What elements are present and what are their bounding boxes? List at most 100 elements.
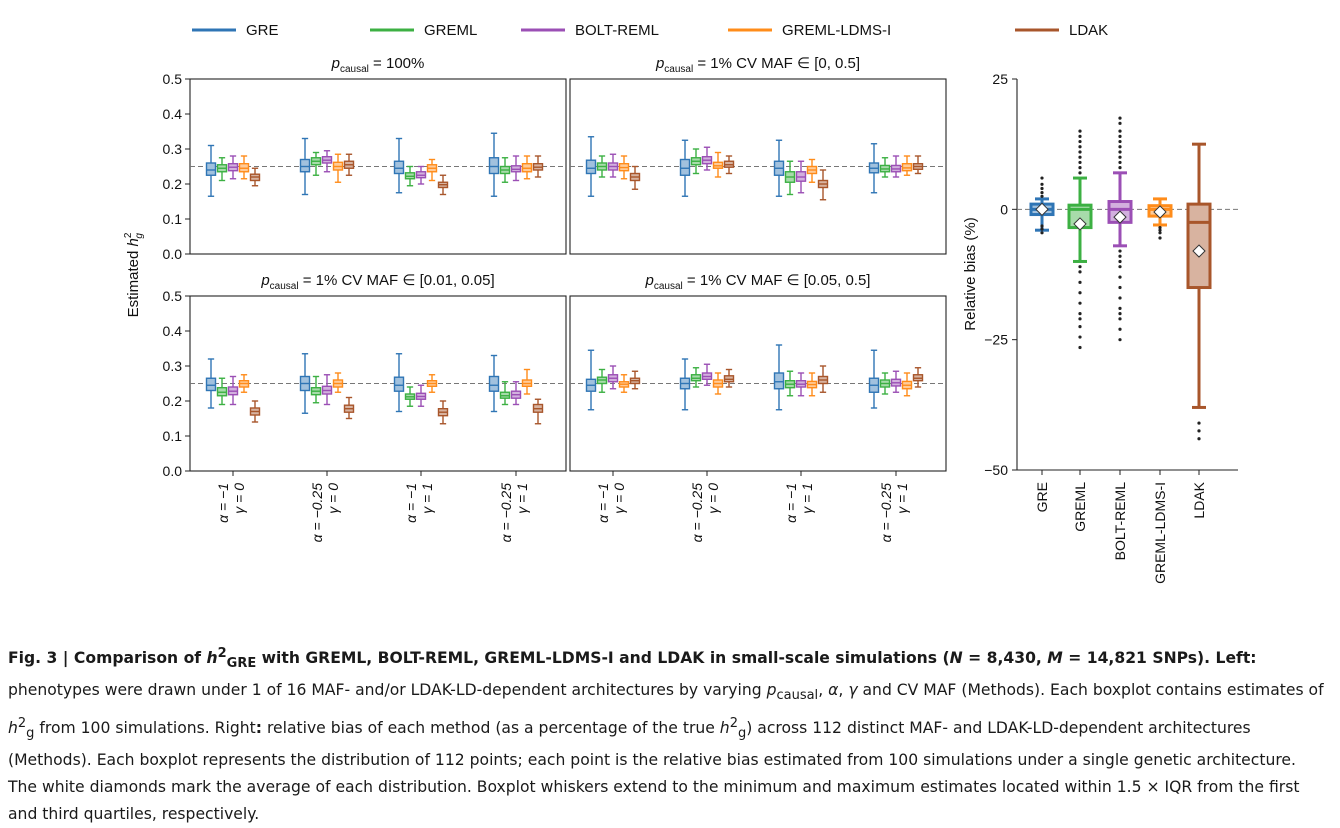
outlier-point bbox=[1078, 280, 1082, 284]
box-iqr bbox=[299, 158, 311, 173]
box-GREML-LDMS-I bbox=[901, 155, 913, 176]
outlier-point bbox=[1078, 291, 1082, 295]
x-label-gamma: γ = 1 bbox=[419, 483, 435, 514]
outlier-point bbox=[1118, 155, 1122, 159]
x-label-alpha: α = −1 bbox=[595, 483, 611, 523]
box-GRE bbox=[393, 137, 405, 194]
outlier-point bbox=[1078, 270, 1082, 274]
outlier-point bbox=[1118, 312, 1122, 316]
box-BOLT-REML bbox=[890, 155, 902, 178]
panel-bottom-left: pcausal = 1% CV MAF ∈ [0.01, 0.05] 0.0 0.1… bbox=[163, 272, 567, 542]
outlier-point bbox=[1118, 121, 1122, 125]
outlier-point bbox=[1078, 265, 1082, 269]
box-iqr bbox=[585, 159, 597, 175]
box-GREML-LDMS-I bbox=[901, 372, 913, 397]
legend-label-3: GREML-LDMS-I bbox=[782, 22, 891, 39]
box-GREML-LDMS-I bbox=[332, 372, 344, 393]
box-GREML bbox=[499, 157, 511, 183]
y-tick-label: −25 bbox=[984, 332, 1008, 348]
x-label-alpha: α = −1 bbox=[783, 483, 799, 523]
x-label-GREML-LDMS-I: GREML-LDMS-I bbox=[1152, 482, 1168, 584]
x-label-gamma: γ = 0 bbox=[611, 483, 627, 514]
outlier-point bbox=[1118, 254, 1122, 258]
box-GREML bbox=[1067, 129, 1093, 350]
outlier-point bbox=[1158, 231, 1162, 235]
outlier-point bbox=[1118, 327, 1122, 331]
box-BOLT-REML bbox=[701, 146, 713, 171]
box-LDAK bbox=[343, 396, 355, 420]
outlier-point bbox=[1118, 265, 1122, 269]
box-GREML-LDMS-I bbox=[238, 374, 250, 393]
panel-title: pcausal = 1% CV MAF ∈ [0, 0.5] bbox=[655, 55, 860, 75]
box-GREML-LDMS-I bbox=[521, 155, 533, 180]
box-GREML bbox=[310, 375, 322, 404]
box-GRE bbox=[868, 349, 880, 409]
left-y-axis-label: Estimated h2g bbox=[123, 232, 145, 317]
box-iqr bbox=[773, 372, 785, 390]
outlier-point bbox=[1078, 345, 1082, 350]
box-GREML bbox=[404, 165, 416, 187]
outlier-point bbox=[1118, 145, 1122, 149]
caption-body: phenotypes were drawn under 1 of 16 MAF-… bbox=[8, 681, 1324, 823]
x-label-alpha: α = −1 bbox=[215, 483, 231, 523]
box-LDAK bbox=[817, 169, 829, 201]
panel-title: pcausal = 100% bbox=[331, 55, 425, 75]
box-LDAK bbox=[817, 365, 829, 393]
box-GREML-LDMS-I bbox=[618, 374, 630, 393]
legend-label-1: GREML bbox=[424, 22, 477, 39]
outlier-point bbox=[1040, 182, 1044, 186]
y-tick-label: 0.5 bbox=[163, 288, 183, 304]
box-iqr bbox=[205, 377, 217, 392]
y-tick-label: 0.3 bbox=[163, 358, 183, 374]
box-GREML bbox=[784, 160, 796, 196]
box-GREML-LDMS-I bbox=[426, 374, 438, 393]
box-GRE bbox=[393, 353, 405, 413]
y-tick-label: 0.1 bbox=[163, 428, 183, 444]
x-label-BOLT-REML: BOLT-REML bbox=[1112, 482, 1128, 561]
x-label-gamma: γ = 1 bbox=[894, 483, 910, 514]
outlier-point bbox=[1118, 150, 1122, 154]
outlier-point bbox=[1078, 145, 1082, 149]
outlier-point bbox=[1040, 186, 1044, 191]
box-BOLT-REML bbox=[607, 153, 619, 178]
box-LDAK bbox=[532, 398, 544, 425]
box-GREML bbox=[499, 381, 511, 406]
box-LDAK bbox=[912, 155, 924, 175]
panel-top-left: pcausal = 100% 0.0 0.1 0.2 0.3 0.4 0.5 bbox=[163, 55, 567, 262]
box-BOLT-REML bbox=[321, 150, 333, 173]
outlier-point bbox=[1118, 275, 1122, 279]
outlier-point bbox=[1158, 228, 1162, 232]
y-tick-label: 25 bbox=[992, 71, 1008, 87]
outlier-point bbox=[1118, 249, 1122, 253]
box-BOLT-REML bbox=[795, 372, 807, 397]
outlier-point bbox=[1118, 296, 1122, 300]
outlier-point bbox=[1040, 191, 1044, 195]
box-GREML-LDMS-I bbox=[712, 151, 724, 178]
box-GREML bbox=[690, 148, 702, 175]
panel-title: pcausal = 1% CV MAF ∈ [0.01, 0.05] bbox=[260, 272, 494, 292]
box-BOLT-REML bbox=[1107, 116, 1133, 342]
box-GREML-LDMS-I bbox=[521, 368, 533, 395]
legend-label-2: BOLT-REML bbox=[575, 22, 659, 39]
box-BOLT-REML bbox=[227, 375, 239, 406]
outlier-point bbox=[1118, 160, 1122, 165]
outlier-point bbox=[1078, 166, 1082, 170]
outlier-point bbox=[1078, 129, 1082, 133]
box-BOLT-REML bbox=[415, 384, 427, 407]
x-label-GRE: GRE bbox=[1034, 482, 1050, 512]
box-GRE bbox=[679, 139, 691, 197]
box-iqr bbox=[393, 376, 405, 392]
caption-title: Fig. 3 | Comparison of h2GRE with GREML,… bbox=[8, 646, 1257, 672]
outlier-point bbox=[1197, 429, 1201, 433]
box-GREML bbox=[596, 155, 608, 178]
panel-bottom-right: pcausal = 1% CV MAF ∈ [0.05, 0.5]α = −1 γ… bbox=[569, 272, 947, 542]
box-BOLT-REML bbox=[701, 363, 713, 386]
x-label-alpha: α = −1 bbox=[403, 483, 419, 523]
box-LDAK bbox=[249, 167, 261, 187]
y-tick-label: 0.5 bbox=[163, 71, 183, 87]
box-GRE bbox=[585, 136, 597, 197]
box-LDAK bbox=[437, 174, 449, 196]
outlier-point bbox=[1197, 421, 1201, 425]
outlier-point bbox=[1078, 171, 1082, 175]
box-BOLT-REML bbox=[890, 370, 902, 393]
